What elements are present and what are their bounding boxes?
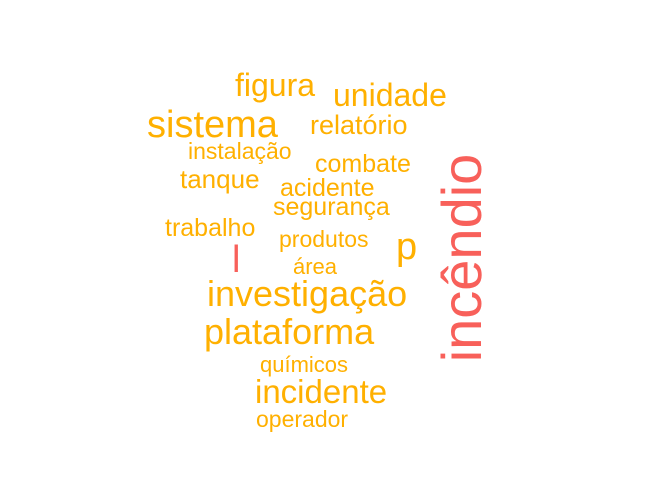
word-investigacao: investigação bbox=[207, 273, 408, 314]
word-operador: operador bbox=[256, 406, 349, 432]
word-incidente: incidente bbox=[255, 373, 388, 410]
word-unidade: unidade bbox=[333, 77, 447, 113]
word-l: l bbox=[232, 239, 241, 281]
word-combate: combate bbox=[315, 150, 411, 178]
word-quimicos: químicos bbox=[260, 352, 349, 377]
word-acidente: acidente bbox=[280, 174, 375, 202]
word-p: p bbox=[396, 226, 418, 268]
word-incendio: incêndio bbox=[430, 153, 493, 363]
word-sistema: sistema bbox=[147, 104, 278, 146]
word-area: área bbox=[293, 254, 338, 279]
word-trabalho: trabalho bbox=[165, 214, 256, 242]
word-figura: figura bbox=[235, 67, 316, 103]
word-plataforma: plataforma bbox=[204, 311, 375, 352]
word-seguranca: segurança bbox=[273, 193, 390, 221]
word-produtos: produtos bbox=[279, 226, 369, 252]
word-relatorio: relatório bbox=[310, 110, 408, 140]
word-tanque: tanque bbox=[180, 164, 260, 194]
word-instalacao: instalação bbox=[188, 138, 292, 164]
